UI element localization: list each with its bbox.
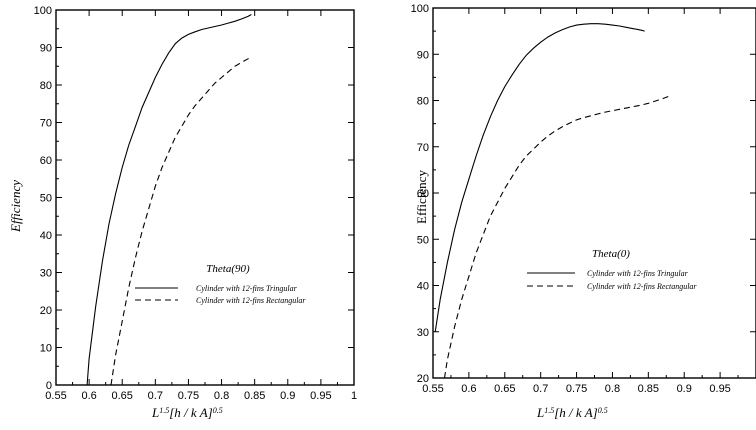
series-line-triangular xyxy=(434,23,645,332)
series-line-rectangular xyxy=(443,95,671,379)
y-tick-label: 20 xyxy=(40,305,52,317)
x-tick-label: 0.65 xyxy=(112,390,133,402)
y-tick-label: 80 xyxy=(417,96,429,108)
x-tick-label: 0.85 xyxy=(638,383,659,395)
legend-entry: Cylinder with 12-fins Tringular xyxy=(196,284,298,293)
plot-frame xyxy=(55,9,355,386)
x-tick-label: 0.55 xyxy=(422,383,443,395)
x-tick-label: 0.65 xyxy=(494,383,515,395)
x-tick-label: 0.85 xyxy=(244,390,265,402)
chart-panel-1: 0 10 20 30 40 50 60 70 80 90 100 0.55 0.6 0.65 0.7 0.75… xyxy=(8,5,357,420)
x-tick-label: 0.9 xyxy=(280,390,295,402)
y-axis-label: Efficiency xyxy=(414,170,429,224)
x-axis-label-bracket: [h / k A] xyxy=(554,405,597,420)
y-tick-label: 20 xyxy=(417,373,429,385)
y-tick-label: 100 xyxy=(34,5,52,17)
theta-annotation: Theta(0) xyxy=(592,248,630,260)
x-tick-label: 0.7 xyxy=(148,390,163,402)
x-tick-label: 0.95 xyxy=(709,383,730,395)
x-tick-label: 0.9 xyxy=(677,383,692,395)
y-tick-label: 90 xyxy=(40,43,52,55)
x-axis-label: L1.5[h / k A]0.5 xyxy=(151,405,223,420)
x-tick-label: 0.8 xyxy=(605,383,620,395)
y-tick-label: 100 xyxy=(411,3,429,15)
x-tick-label: 0.75 xyxy=(566,383,587,395)
y-tick-label: 80 xyxy=(40,80,52,92)
y-tick-label: 70 xyxy=(417,142,429,154)
series-line-triangular xyxy=(86,14,252,386)
y-axis-label: Efficiency xyxy=(8,180,23,233)
y-tick-label: 10 xyxy=(40,343,52,355)
legend: Cylinder with 12-fins Tringular Cylinder … xyxy=(527,269,697,291)
legend-entry: Cylinder with 12-fins Rectangular xyxy=(587,282,697,291)
y-tick-label: 60 xyxy=(40,155,52,167)
x-axis-label-exp1: 1.5 xyxy=(159,406,169,415)
legend: Cylinder with 12-fins Tringular Cylinder … xyxy=(135,284,306,305)
x-axis-label-exp2: 0.5 xyxy=(598,406,608,415)
x-axis-label-bracket: [h / k A] xyxy=(169,405,212,420)
theta-annotation: Theta(90) xyxy=(206,263,250,275)
x-tick-label: 1 xyxy=(351,390,357,402)
y-tick-label: 60 xyxy=(417,188,429,200)
x-tick-label: 0.55 xyxy=(45,390,66,402)
y-tick-label: 50 xyxy=(40,193,52,205)
chart-panel-2: 20 30 40 50 60 70 80 90 100 0.55 0.6 0.65 0.7 0.75 0.8… xyxy=(411,3,756,420)
x-tick-label: 0.6 xyxy=(81,390,96,402)
y-tick-label: 40 xyxy=(417,281,429,293)
plot-frame xyxy=(432,7,756,379)
x-tick-label: 0.6 xyxy=(461,383,476,395)
x-tick-label: 0.95 xyxy=(310,390,331,402)
y-tick-label: 50 xyxy=(417,234,429,246)
y-tick-label: 40 xyxy=(40,230,52,242)
y-tick-label: 0 xyxy=(46,380,52,392)
series-line-rectangular xyxy=(110,56,252,386)
x-axis-label-base: L xyxy=(151,405,159,420)
x-axis-label-exp2: 0.5 xyxy=(213,406,223,415)
y-tick-label: 30 xyxy=(417,327,429,339)
y-tick-label: 70 xyxy=(40,118,52,130)
y-tick-label: 90 xyxy=(417,49,429,61)
x-tick-label: 0.7 xyxy=(533,383,548,395)
legend-entry: Cylinder with 12-fins Rectangular xyxy=(196,296,306,305)
x-tick-label: 0.8 xyxy=(214,390,229,402)
x-axis-label-exp1: 1.5 xyxy=(544,406,554,415)
legend-entry: Cylinder with 12-fins Tringular xyxy=(587,269,689,278)
y-tick-label: 30 xyxy=(40,268,52,280)
x-tick-label: 0.75 xyxy=(178,390,199,402)
x-axis-label: L1.5[h / k A]0.5 xyxy=(536,405,608,420)
x-axis-label-base: L xyxy=(536,405,544,420)
